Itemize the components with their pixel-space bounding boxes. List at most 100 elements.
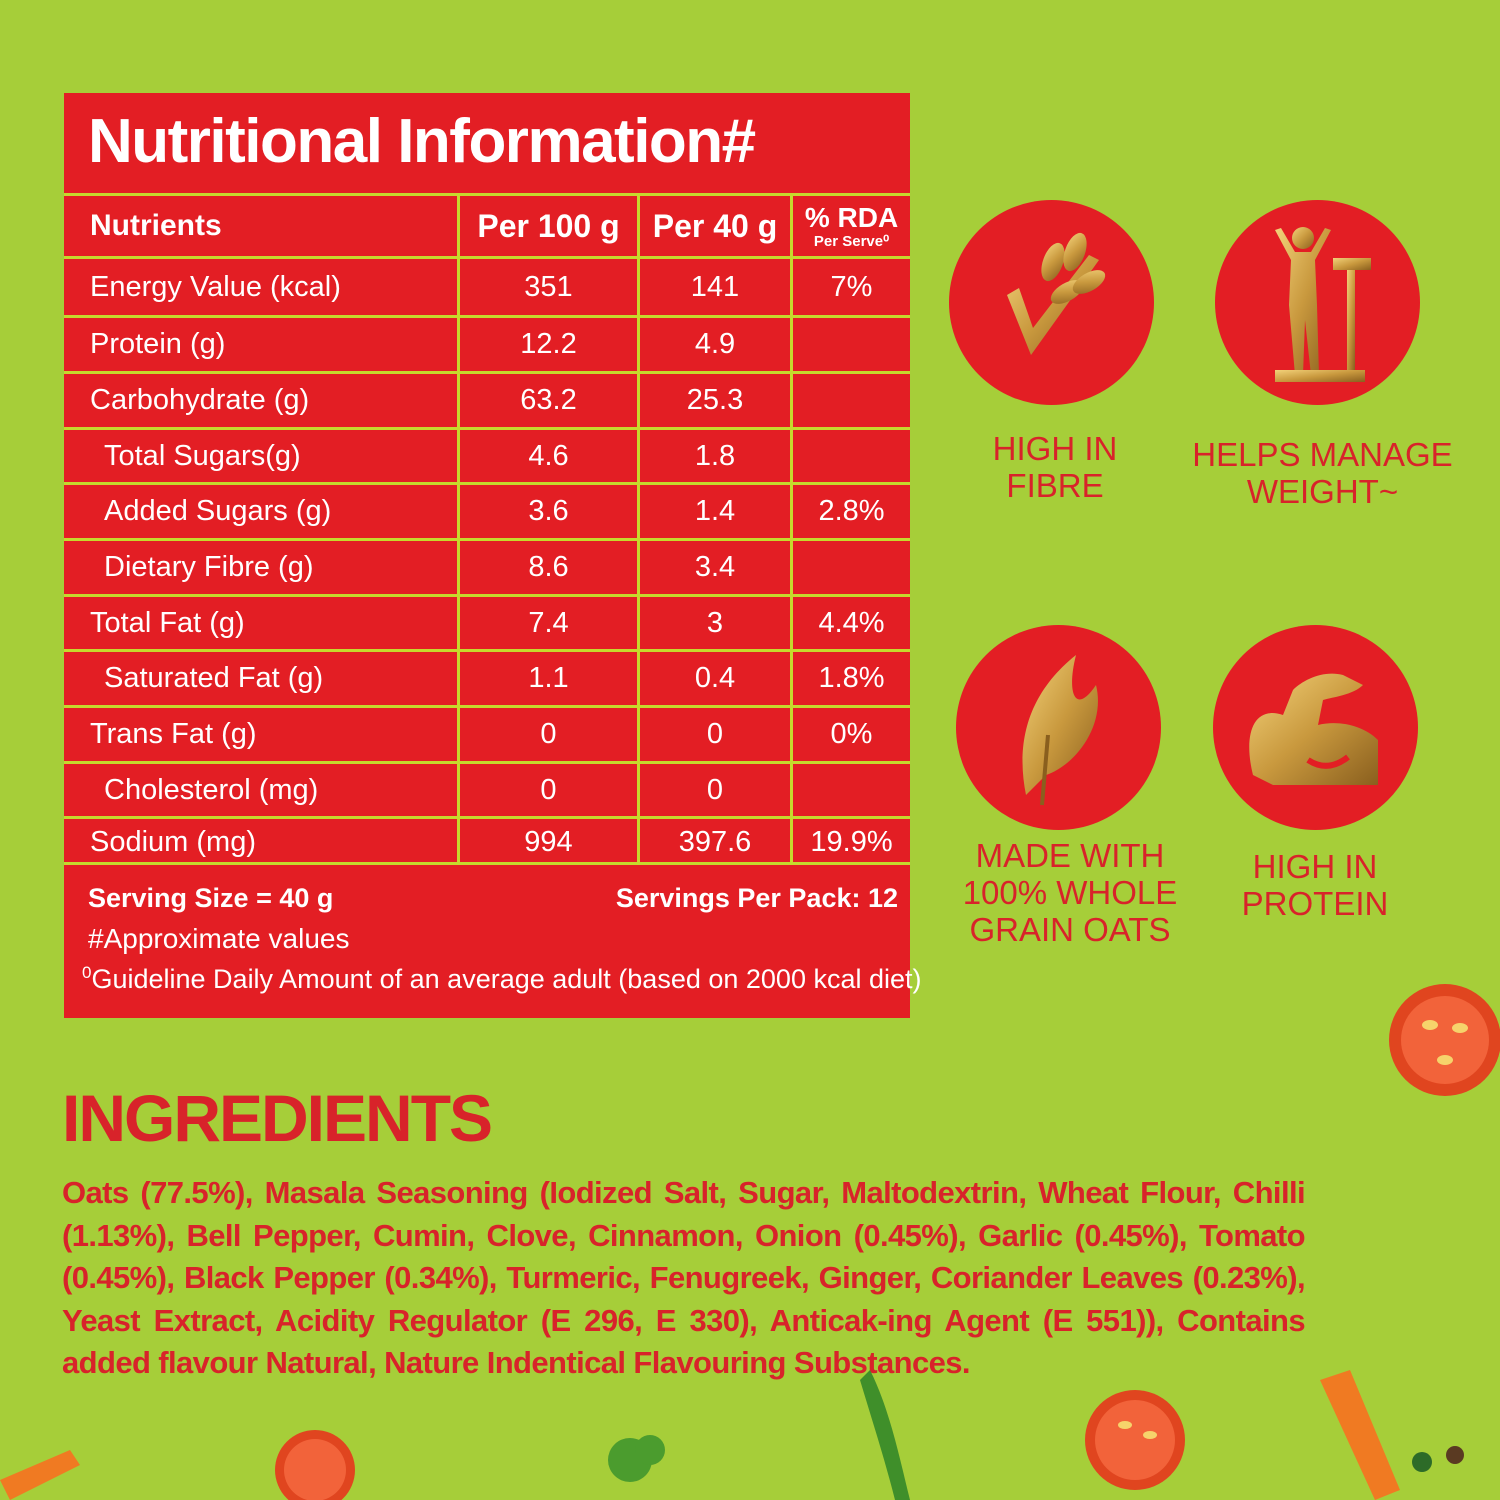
nutrient-name: Trans Fat (g) bbox=[90, 718, 257, 750]
high-protein-label-line1: HIGH IN bbox=[1252, 848, 1378, 885]
table-row: Carbohydrate (g) 63.2 25.3 bbox=[64, 371, 910, 427]
header-nutrients: Nutrients bbox=[90, 209, 222, 242]
table-row: Trans Fat (g) 0 0 0% bbox=[64, 705, 910, 761]
value-per-100g: 4.6 bbox=[457, 430, 637, 482]
whole-grain-oats-label-line1: MADE WITH bbox=[975, 837, 1165, 874]
nutrient-name: Sodium (mg) bbox=[90, 825, 256, 858]
nutrient-name: Carbohydrate (g) bbox=[90, 384, 310, 416]
table-row: Total Sugars(g) 4.6 1.8 bbox=[64, 427, 910, 482]
manage-weight-badge bbox=[1215, 200, 1420, 405]
nutrient-name: Energy Value (kcal) bbox=[90, 270, 341, 303]
value-per-100g: 12.2 bbox=[457, 318, 637, 371]
value-rda bbox=[790, 764, 910, 816]
gda-mark: 0 bbox=[82, 963, 92, 982]
carrot-icon bbox=[0, 1450, 80, 1500]
value-per-40g: 3.4 bbox=[637, 541, 790, 594]
green-chilli-icon bbox=[860, 1370, 910, 1500]
tomato-slice-icon bbox=[275, 1430, 355, 1500]
oat-grain-icon bbox=[1022, 655, 1098, 806]
value-per-40g: 0 bbox=[637, 764, 790, 816]
high-protein-badge bbox=[1213, 625, 1418, 830]
table-row: Sodium (mg) 994 397.6 19.9% bbox=[64, 816, 910, 865]
ingredients-title: INGREDIENTS bbox=[62, 1081, 493, 1155]
value-per-100g: 63.2 bbox=[457, 374, 637, 427]
value-per-40g: 1.4 bbox=[637, 485, 790, 538]
table-row: Energy Value (kcal) 351 141 7% bbox=[64, 256, 910, 315]
weighing-scale-person-icon bbox=[1275, 227, 1371, 382]
serving-size: Serving Size = 40 g bbox=[88, 883, 334, 913]
value-per-100g: 351 bbox=[457, 259, 637, 315]
nutrition-table: Nutrients Per 100 g Per 40 g % RDA Per S… bbox=[64, 193, 910, 865]
coriander-leaf-icon bbox=[608, 1435, 665, 1482]
manage-weight-label-line2: WEIGHT~ bbox=[1246, 473, 1399, 510]
nutrient-name: Cholesterol (mg) bbox=[104, 773, 319, 806]
value-rda bbox=[790, 541, 910, 594]
header-rda: % RDA Per Serve⁰ bbox=[790, 196, 910, 256]
value-rda bbox=[790, 374, 910, 427]
whole-grain-oats-label-line3: GRAIN OATS bbox=[969, 911, 1171, 948]
value-per-40g: 4.9 bbox=[637, 318, 790, 371]
value-rda: 19.9% bbox=[790, 819, 910, 865]
header-per-40g: Per 40 g bbox=[637, 196, 790, 256]
high-fibre-label-line1: HIGH IN bbox=[992, 430, 1118, 467]
value-per-100g: 8.6 bbox=[457, 541, 637, 594]
wheat-check-icon bbox=[1007, 232, 1106, 355]
high-fibre-badge bbox=[949, 200, 1154, 405]
nutrition-panel: Nutritional Information# Nutrients Per 1… bbox=[64, 93, 922, 1018]
star-anise-icon bbox=[1412, 1446, 1464, 1472]
table-row: Saturated Fat (g) 1.1 0.4 1.8% bbox=[64, 649, 910, 705]
flexed-arm-icon bbox=[1249, 673, 1378, 785]
value-rda: 1.8% bbox=[790, 652, 910, 705]
manage-weight-label-line1: HELPS MANAGE bbox=[1192, 436, 1453, 473]
gda-note-text: Guideline Daily Amount of an average adu… bbox=[91, 964, 922, 994]
tomato-slice-icon bbox=[1389, 984, 1500, 1096]
table-row: Added Sugars (g) 3.6 1.4 2.8% bbox=[64, 482, 910, 538]
panel-title: Nutritional Information# bbox=[88, 107, 756, 176]
nutrient-name: Dietary Fibre (g) bbox=[104, 551, 314, 583]
header-per-100g: Per 100 g bbox=[457, 196, 637, 256]
nutrient-name: Total Sugars(g) bbox=[104, 439, 301, 472]
tomato-slice-icon bbox=[1085, 1390, 1185, 1490]
table-header-row: Nutrients Per 100 g Per 40 g % RDA Per S… bbox=[64, 196, 910, 256]
table-row: Protein (g) 12.2 4.9 bbox=[64, 315, 910, 371]
header-rda-sublabel: Per Serve⁰ bbox=[813, 232, 890, 250]
gda-note: 0Guideline Daily Amount of an average ad… bbox=[82, 963, 922, 995]
value-per-40g: 397.6 bbox=[637, 819, 790, 865]
whole-grain-oats-badge bbox=[956, 625, 1161, 830]
value-per-100g: 0 bbox=[457, 764, 637, 816]
value-rda: 7% bbox=[790, 259, 910, 315]
value-rda bbox=[790, 430, 910, 482]
high-protein-label: HIGH IN PROTEIN bbox=[1225, 848, 1405, 922]
high-protein-label-line2: PROTEIN bbox=[1241, 885, 1389, 922]
nutrient-name: Protein (g) bbox=[90, 328, 226, 360]
table-row: Dietary Fibre (g) 8.6 3.4 bbox=[64, 538, 910, 594]
value-rda: 2.8% bbox=[790, 485, 910, 538]
value-per-40g: 1.8 bbox=[637, 430, 790, 482]
value-per-100g: 3.6 bbox=[457, 485, 637, 538]
value-per-100g: 7.4 bbox=[457, 597, 637, 649]
whole-grain-oats-label-line2: 100% WHOLE bbox=[962, 874, 1178, 911]
table-row: Total Fat (g) 7.4 3 4.4% bbox=[64, 594, 910, 649]
value-rda: 4.4% bbox=[790, 597, 910, 649]
value-rda: 0% bbox=[790, 708, 910, 761]
header-rda-label: % RDA bbox=[804, 201, 899, 233]
servings-per-pack: Servings Per Pack: 12 bbox=[615, 883, 898, 913]
value-per-40g: 0 bbox=[637, 708, 790, 761]
approximate-note: #Approximate values bbox=[88, 923, 350, 954]
value-per-100g: 0 bbox=[457, 708, 637, 761]
manage-weight-label: HELPS MANAGE WEIGHT~ bbox=[1185, 436, 1460, 510]
high-fibre-label: HIGH IN FIBRE bbox=[975, 430, 1135, 504]
value-per-100g: 1.1 bbox=[457, 652, 637, 705]
value-per-100g: 994 bbox=[457, 819, 637, 865]
nutrient-name: Saturated Fat (g) bbox=[104, 662, 324, 694]
ingredients-text: Oats (77.5%), Masala Seasoning (Iodized … bbox=[62, 1175, 1306, 1380]
carrot-icon bbox=[1320, 1370, 1400, 1500]
high-fibre-label-line2: FIBRE bbox=[1006, 467, 1104, 504]
value-per-40g: 141 bbox=[637, 259, 790, 315]
value-rda bbox=[790, 318, 910, 371]
whole-grain-oats-label: MADE WITH 100% WHOLE GRAIN OATS bbox=[955, 837, 1185, 948]
table-row: Cholesterol (mg) 0 0 bbox=[64, 761, 910, 816]
nutrient-name: Total Fat (g) bbox=[90, 606, 245, 639]
value-per-40g: 3 bbox=[637, 597, 790, 649]
value-per-40g: 25.3 bbox=[637, 374, 790, 427]
